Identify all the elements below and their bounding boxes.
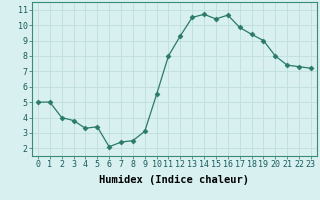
X-axis label: Humidex (Indice chaleur): Humidex (Indice chaleur)	[100, 175, 249, 185]
